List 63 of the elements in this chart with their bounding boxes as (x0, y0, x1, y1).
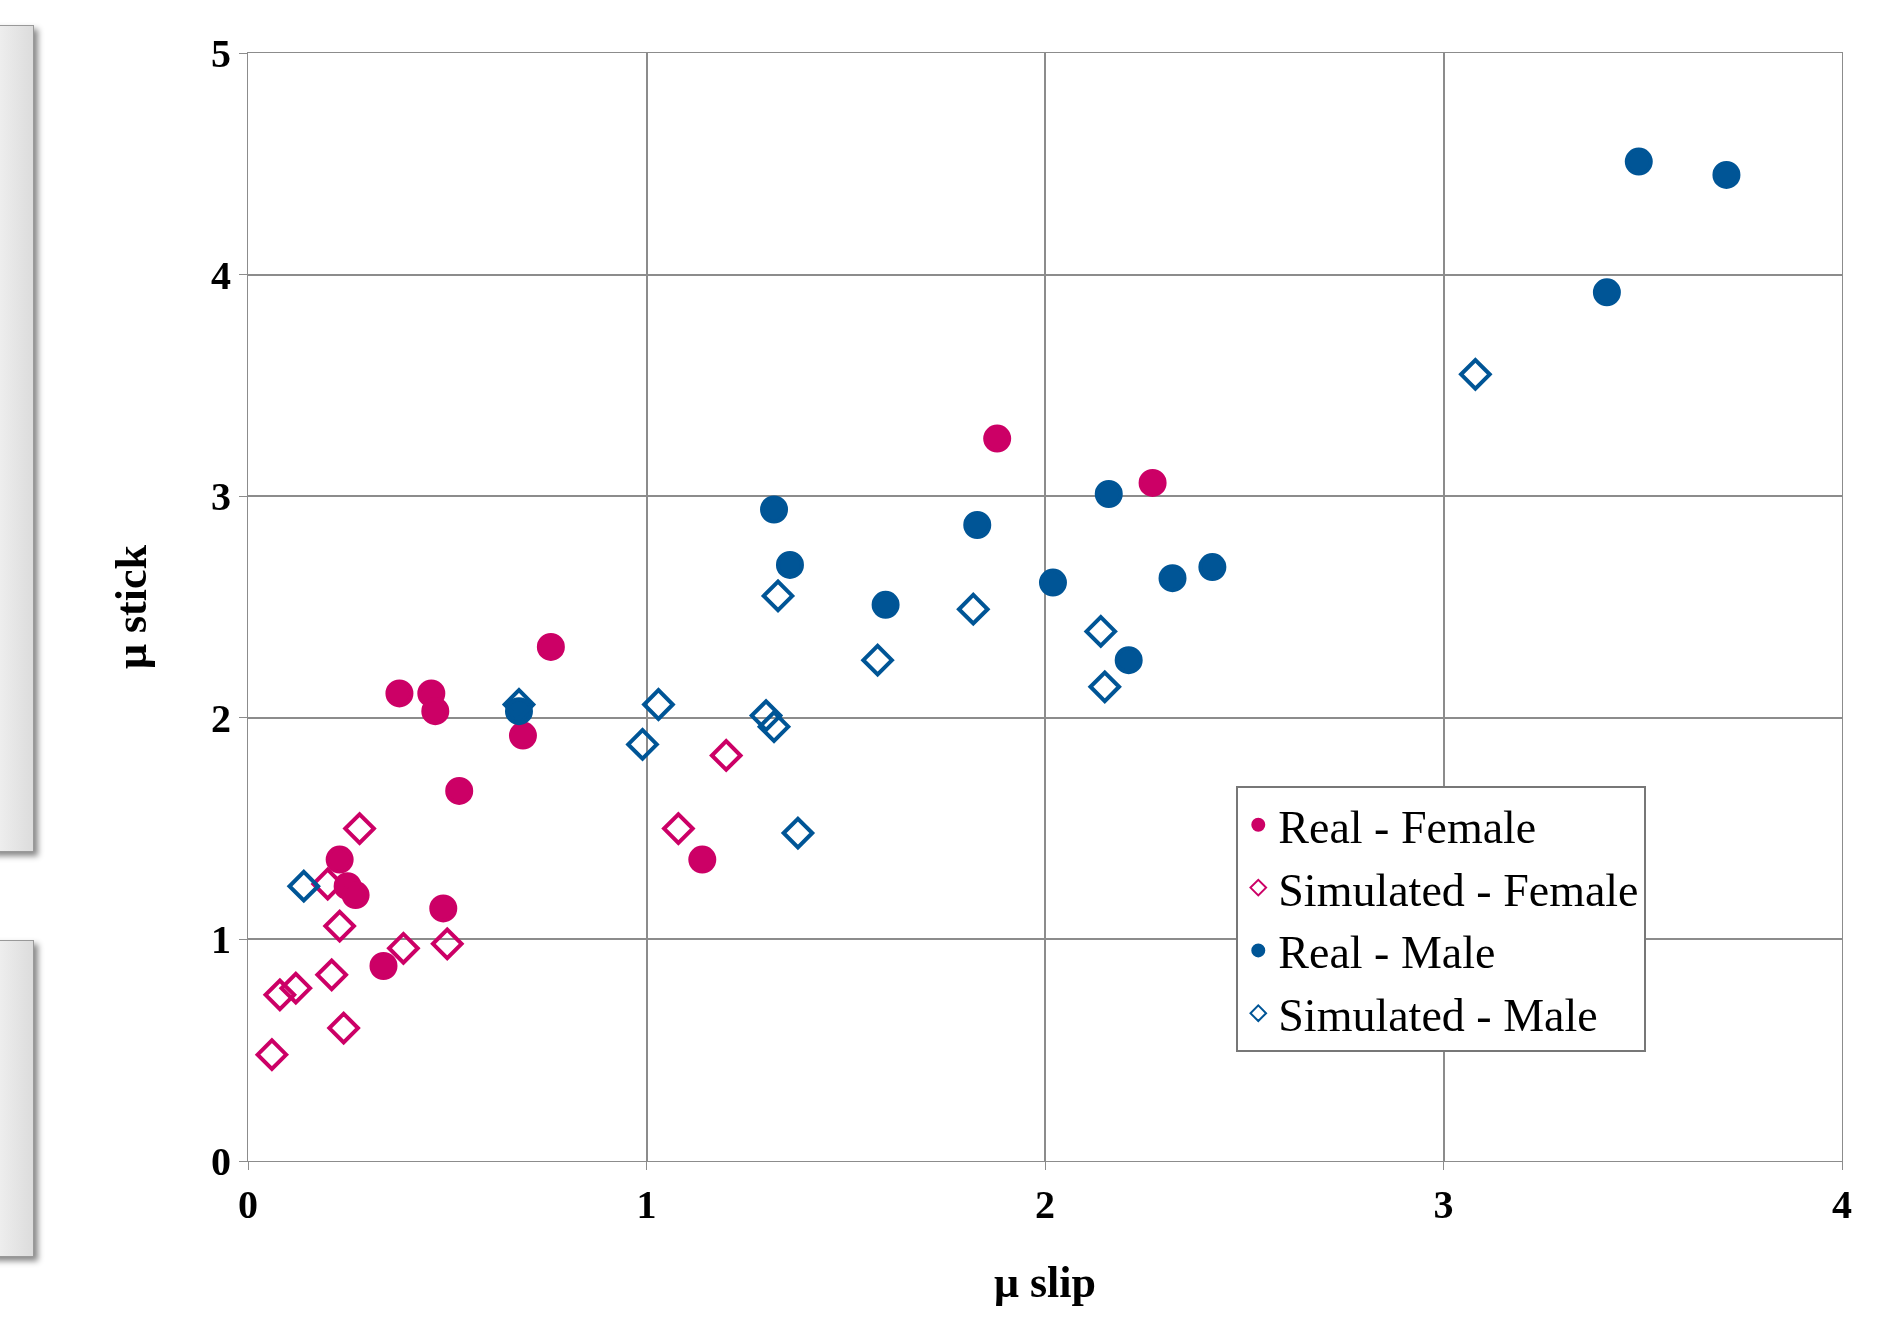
point (263, 978, 297, 1012)
y-tick-label: 5 (211, 31, 231, 76)
y-tick-label: 3 (211, 474, 231, 520)
point (662, 812, 695, 845)
x-tick-label: 4 (1832, 1182, 1852, 1227)
point (1624, 147, 1653, 176)
point (445, 776, 474, 805)
point (956, 592, 990, 626)
y-tick-label: 4 (211, 252, 231, 298)
point (1158, 564, 1187, 593)
point (749, 699, 783, 732)
point (508, 721, 537, 750)
point (429, 894, 458, 923)
point (963, 511, 992, 539)
x-axis-title: μ slip (994, 1258, 1096, 1308)
y-tick-label: 0 (211, 1139, 231, 1184)
point (287, 869, 321, 903)
point (1459, 358, 1492, 391)
point (1088, 670, 1122, 704)
point (327, 1011, 360, 1045)
point (709, 739, 743, 772)
point (861, 643, 894, 677)
point (536, 632, 565, 661)
point (1198, 553, 1227, 582)
legend-label: Simulated - Male (1278, 990, 1598, 1042)
point (315, 958, 348, 992)
point (760, 495, 789, 524)
x-tick-label: 1 (636, 1182, 657, 1227)
point (279, 971, 313, 1005)
point (1094, 479, 1123, 508)
point (325, 845, 354, 874)
point (1114, 646, 1143, 675)
point (757, 710, 791, 743)
point (781, 816, 815, 850)
point (343, 812, 376, 845)
point (323, 909, 356, 943)
point (626, 728, 659, 761)
point (1712, 160, 1741, 189)
x-tick-label: 2 (1035, 1182, 1055, 1227)
y-tick-label: 2 (211, 695, 231, 741)
legend-label: Real - Female (1278, 801, 1537, 853)
point (1138, 468, 1167, 497)
point (341, 881, 370, 910)
y-axis-title: μ stick (107, 544, 157, 669)
point (1084, 615, 1118, 648)
point (387, 931, 420, 965)
legend-label: Real - Male (1278, 927, 1496, 979)
point (871, 590, 900, 619)
x-tick-label: 3 (1433, 1182, 1454, 1227)
point (430, 927, 464, 961)
legend-label: Simulated - Female (1278, 864, 1639, 916)
point (255, 1038, 289, 1071)
point (1592, 278, 1621, 307)
point (385, 679, 414, 708)
point (761, 579, 795, 613)
point (983, 424, 1012, 453)
point (421, 697, 450, 726)
point (642, 688, 675, 721)
point (688, 845, 717, 874)
point (1038, 568, 1067, 597)
y-tick-label: 1 (211, 917, 231, 963)
point (369, 951, 398, 980)
point (775, 550, 804, 579)
